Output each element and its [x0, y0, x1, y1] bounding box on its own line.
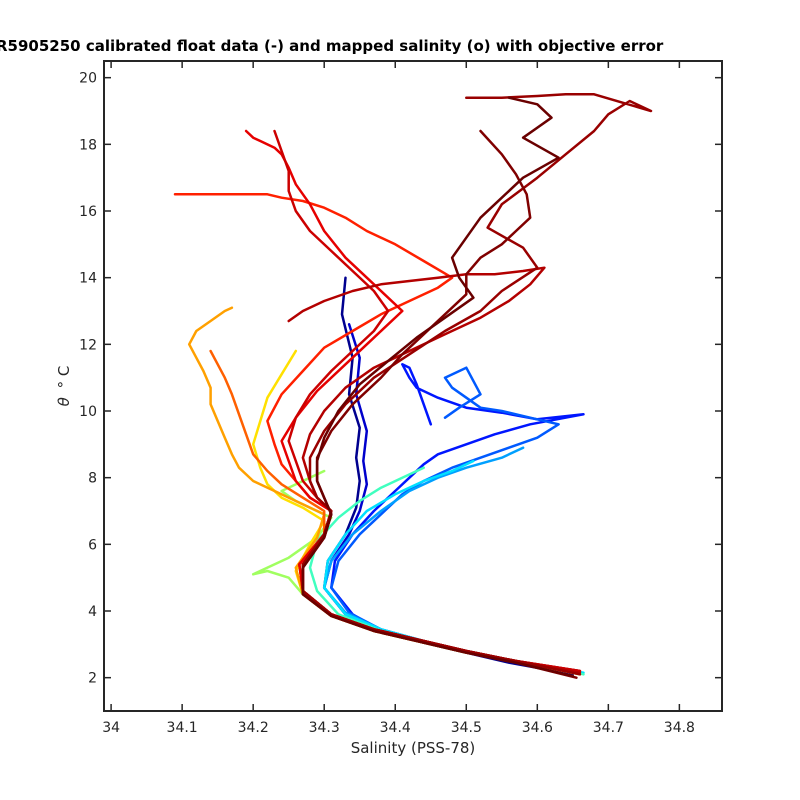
series-line-16: [301, 93, 653, 676]
y-axis-label-unit: ° C: [55, 366, 73, 389]
x-tick-label: 34.2: [238, 720, 269, 736]
y-tick-label: 4: [88, 604, 97, 620]
plot-frame: [103, 60, 723, 712]
y-tick-label: 14: [79, 271, 97, 287]
y-tick-label: 6: [88, 537, 97, 553]
y-axis: 2 4 6 8 10 12 14 16 18 20: [79, 71, 722, 687]
y-tick-label: 2: [88, 671, 97, 687]
x-tick-label: 34.1: [167, 720, 198, 736]
series-line-18: [301, 96, 575, 678]
x-tick-label: 34.8: [664, 720, 695, 736]
x-tick-label: 34.5: [451, 720, 482, 736]
x-tick-label: 34.6: [522, 720, 553, 736]
x-tick-label: 34: [102, 720, 120, 736]
y-axis-label-symbol: θ: [55, 397, 73, 406]
x-tick-label: 34.4: [380, 720, 411, 736]
y-tick-label: 12: [79, 337, 97, 353]
x-tick-label: 34.7: [593, 720, 624, 736]
series-layer: [173, 93, 653, 679]
y-tick-label: 16: [79, 204, 97, 220]
y-tick-label: 8: [88, 471, 97, 487]
y-axis-label: θ ° C: [55, 366, 73, 407]
x-axis: 34 34.1 34.2 34.3 34.4 34.5 34.6 34.7 34.8: [102, 61, 695, 736]
chart-title: R5905250 calibrated float data (-) and m…: [0, 37, 664, 55]
x-axis-label: Salinity (PSS-78): [351, 739, 476, 757]
svg-text:θ ° C: θ ° C: [55, 366, 73, 407]
y-tick-label: 20: [79, 71, 97, 87]
y-tick-label: 18: [79, 137, 97, 153]
y-tick-label: 10: [79, 404, 97, 420]
x-tick-label: 34.3: [309, 720, 340, 736]
